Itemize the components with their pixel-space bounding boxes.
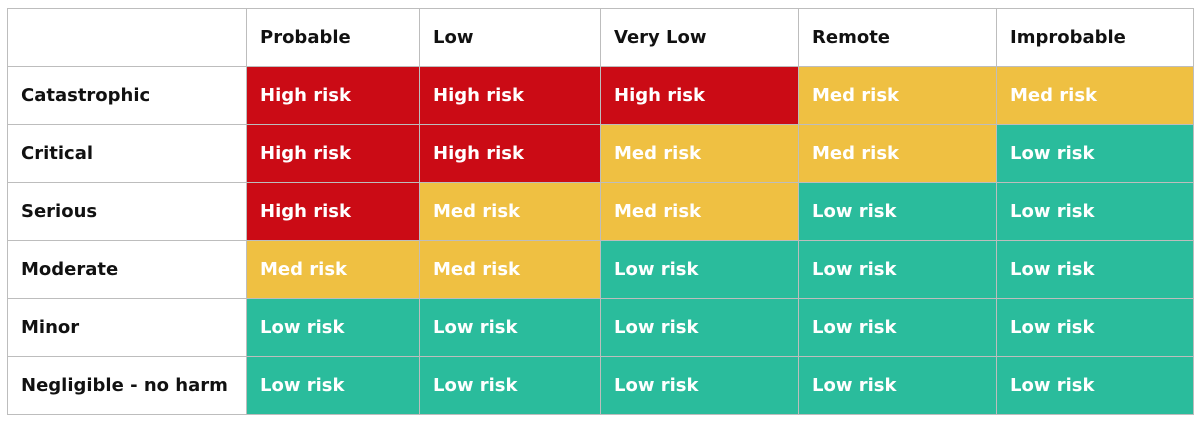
row-header-minor: Minor bbox=[7, 298, 247, 357]
risk-cell: Med risk bbox=[246, 240, 420, 299]
row-header-catastrophic: Catastrophic bbox=[7, 66, 247, 125]
risk-cell: Low risk bbox=[600, 356, 799, 415]
risk-cell: High risk bbox=[246, 66, 420, 125]
column-header-low: Low bbox=[419, 8, 601, 67]
risk-cell: Med risk bbox=[996, 66, 1194, 125]
risk-cell: High risk bbox=[246, 124, 420, 183]
risk-cell: Med risk bbox=[600, 182, 799, 241]
risk-cell: Low risk bbox=[798, 356, 997, 415]
risk-cell: Low risk bbox=[419, 356, 601, 415]
corner-cell bbox=[7, 8, 247, 67]
risk-cell: Low risk bbox=[996, 240, 1194, 299]
risk-cell: Low risk bbox=[996, 298, 1194, 357]
risk-cell: Low risk bbox=[246, 298, 420, 357]
risk-cell: High risk bbox=[600, 66, 799, 125]
risk-cell: Med risk bbox=[798, 124, 997, 183]
risk-cell: High risk bbox=[419, 66, 601, 125]
severity-row-catastrophic: Catastrophic High risk High risk High ri… bbox=[7, 66, 1194, 125]
column-header-probable: Probable bbox=[246, 8, 420, 67]
risk-cell: High risk bbox=[246, 182, 420, 241]
column-header-improbable: Improbable bbox=[996, 8, 1194, 67]
risk-cell: Med risk bbox=[600, 124, 799, 183]
severity-row-critical: Critical High risk High risk Med risk Me… bbox=[7, 124, 1194, 183]
risk-cell: Low risk bbox=[996, 124, 1194, 183]
risk-cell: Low risk bbox=[798, 298, 997, 357]
severity-row-minor: Minor Low risk Low risk Low risk Low ris… bbox=[7, 298, 1194, 357]
column-header-very-low: Very Low bbox=[600, 8, 799, 67]
risk-cell: Low risk bbox=[996, 356, 1194, 415]
row-header-critical: Critical bbox=[7, 124, 247, 183]
risk-cell: Low risk bbox=[798, 182, 997, 241]
risk-cell: Low risk bbox=[600, 240, 799, 299]
risk-cell: Low risk bbox=[246, 356, 420, 415]
risk-cell: Low risk bbox=[600, 298, 799, 357]
risk-cell: Low risk bbox=[419, 298, 601, 357]
severity-row-serious: Serious High risk Med risk Med risk Low … bbox=[7, 182, 1194, 241]
risk-cell: Med risk bbox=[419, 182, 601, 241]
risk-matrix-table: Probable Low Very Low Remote Improbable … bbox=[7, 8, 1194, 415]
row-header-moderate: Moderate bbox=[7, 240, 247, 299]
risk-cell: Low risk bbox=[996, 182, 1194, 241]
risk-cell: Med risk bbox=[419, 240, 601, 299]
row-header-serious: Serious bbox=[7, 182, 247, 241]
header-row: Probable Low Very Low Remote Improbable bbox=[7, 8, 1194, 67]
risk-cell: High risk bbox=[419, 124, 601, 183]
severity-row-moderate: Moderate Med risk Med risk Low risk Low … bbox=[7, 240, 1194, 299]
risk-cell: Low risk bbox=[798, 240, 997, 299]
column-header-remote: Remote bbox=[798, 8, 997, 67]
risk-cell: Med risk bbox=[798, 66, 997, 125]
severity-row-negligible: Negligible - no harm Low risk Low risk L… bbox=[7, 356, 1194, 415]
row-header-negligible: Negligible - no harm bbox=[7, 356, 247, 415]
